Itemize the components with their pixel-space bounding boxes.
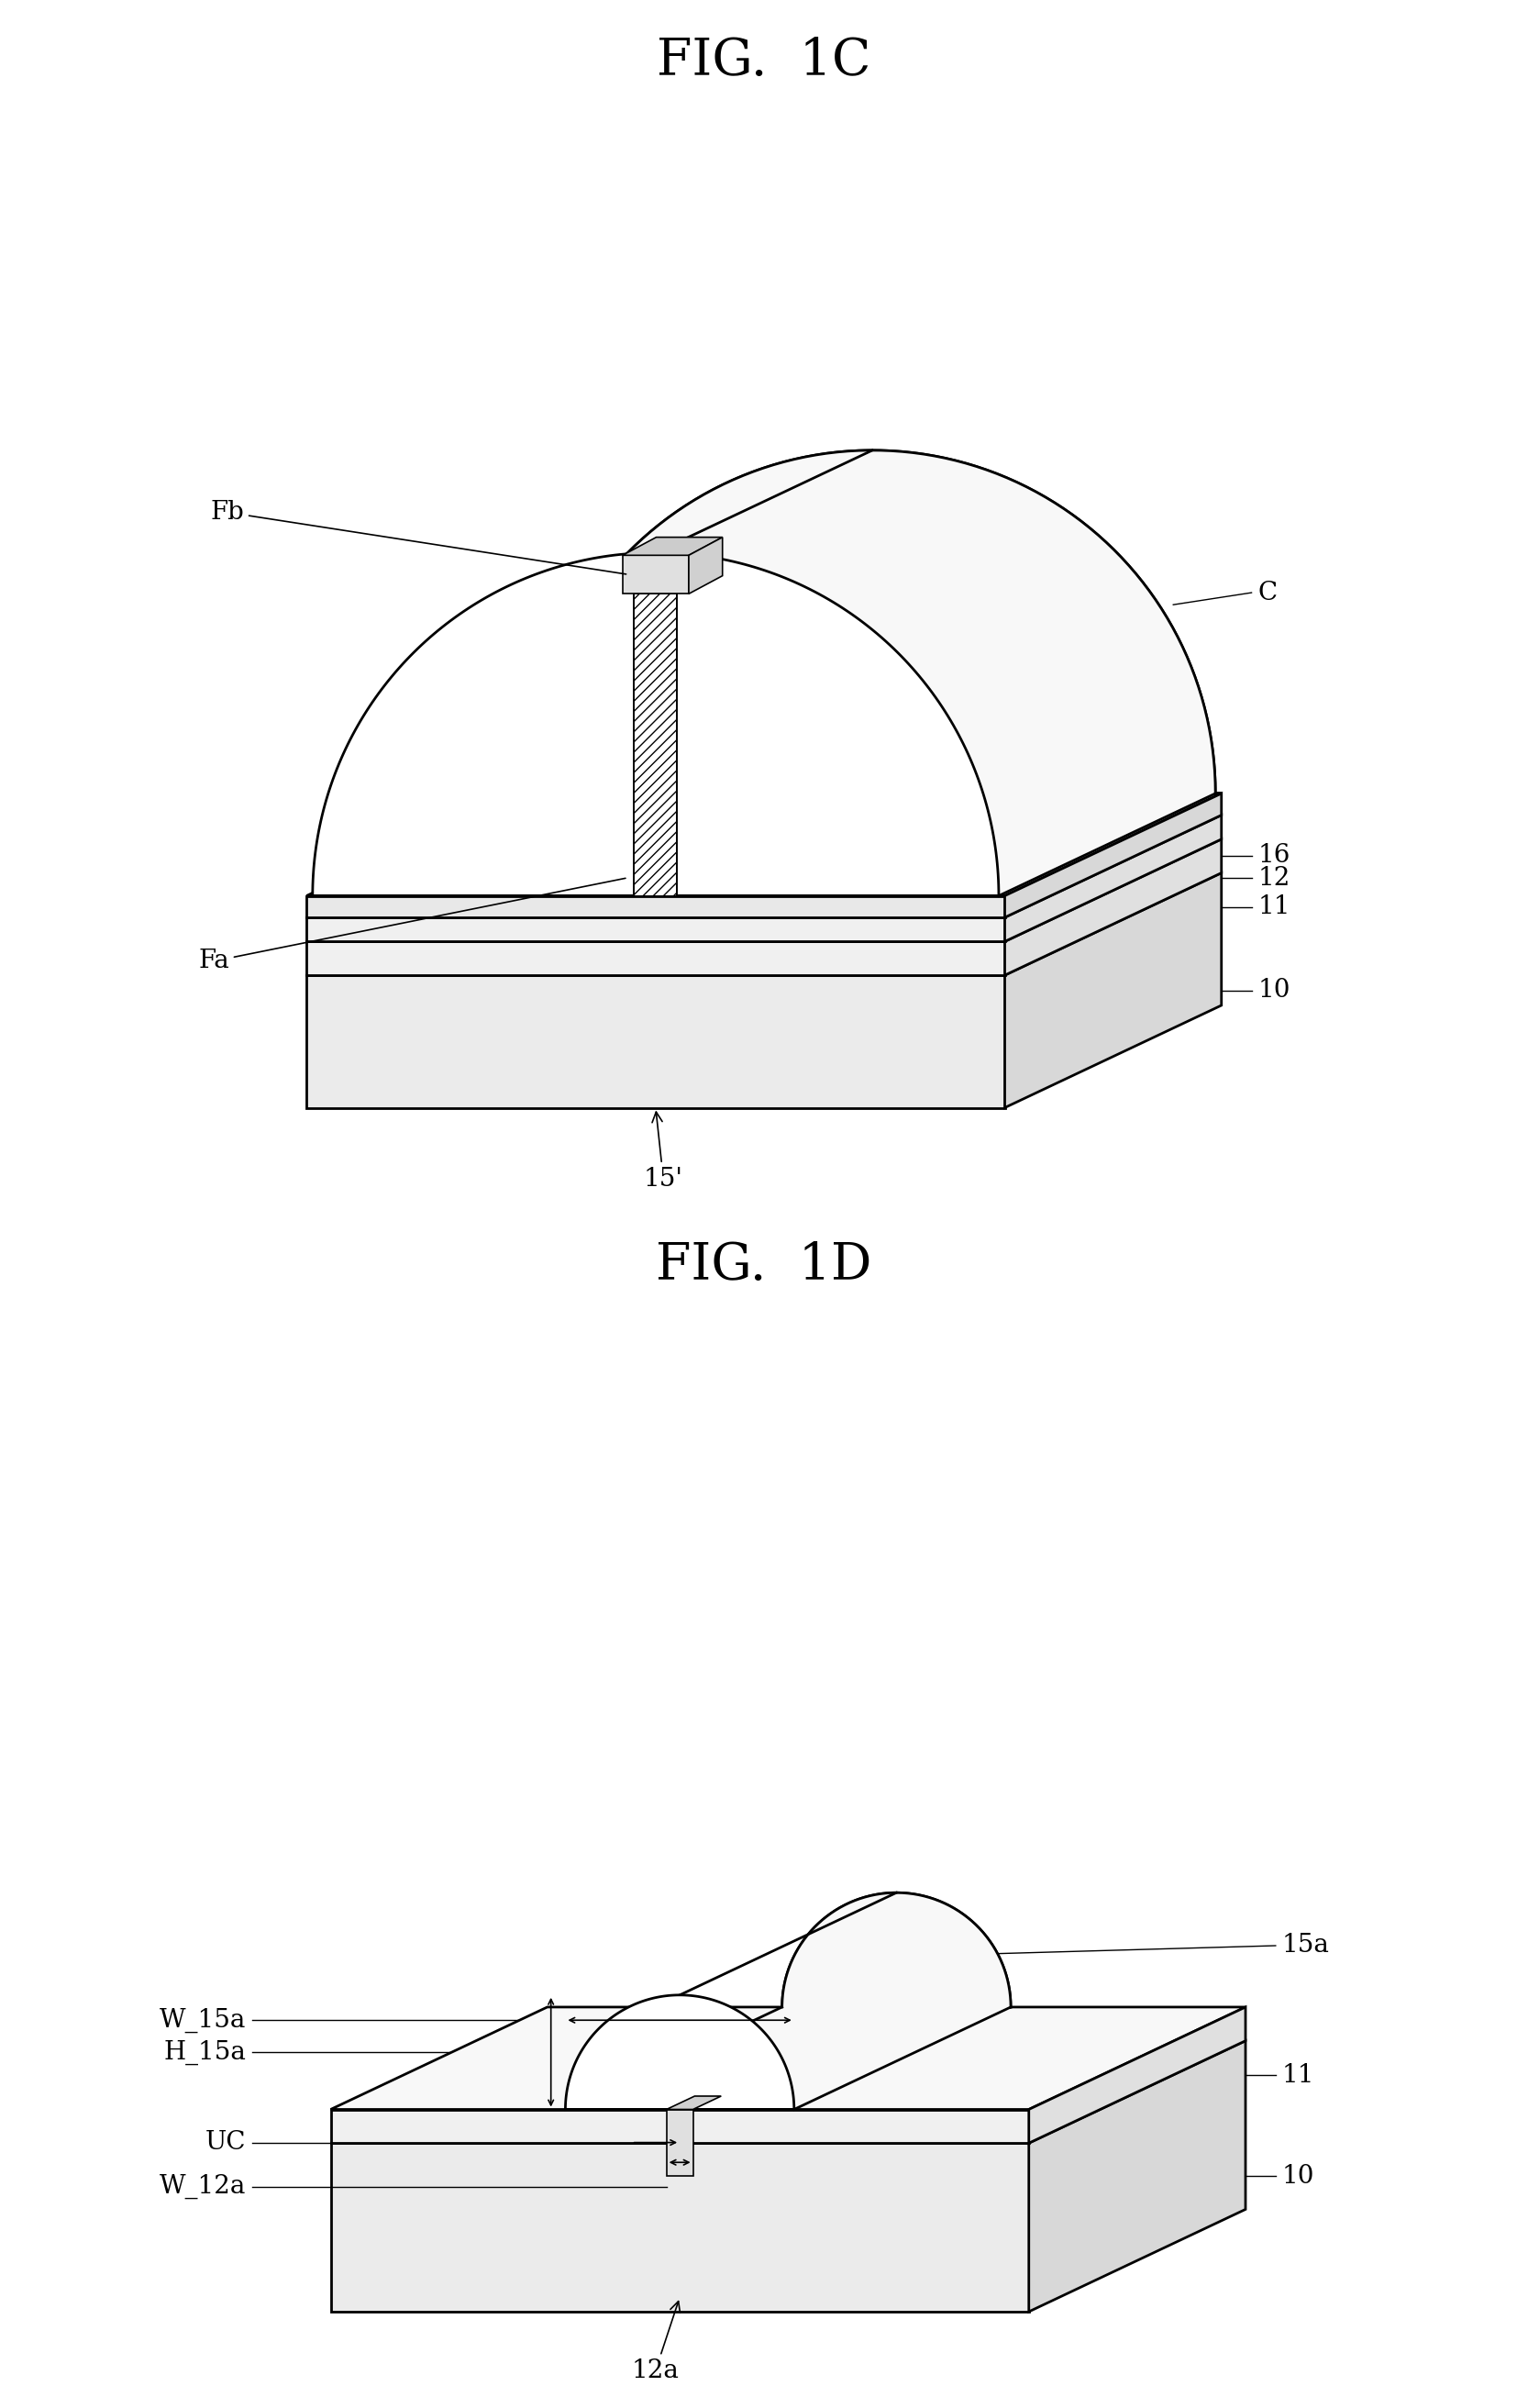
- Text: FIG.  1C: FIG. 1C: [657, 36, 871, 87]
- Polygon shape: [307, 917, 1005, 942]
- Text: H_15a: H_15a: [163, 2040, 246, 2064]
- Polygon shape: [523, 450, 1221, 795]
- Text: Fb: Fb: [211, 501, 626, 573]
- Text: Fa: Fa: [199, 879, 625, 973]
- Polygon shape: [1005, 795, 1221, 917]
- Text: FIG.  1D: FIG. 1D: [656, 1240, 872, 1291]
- Polygon shape: [330, 2006, 1245, 2109]
- Polygon shape: [689, 537, 723, 595]
- Polygon shape: [307, 975, 1005, 1108]
- Text: 12a: 12a: [631, 2302, 680, 2384]
- Text: 11: 11: [1258, 896, 1290, 920]
- Polygon shape: [1028, 2040, 1245, 2312]
- Text: C: C: [1258, 580, 1277, 604]
- Polygon shape: [666, 2095, 721, 2109]
- Polygon shape: [307, 554, 1005, 896]
- Polygon shape: [307, 872, 1221, 975]
- Text: UC: UC: [206, 2131, 246, 2155]
- Polygon shape: [565, 1893, 1012, 2109]
- Polygon shape: [307, 942, 1005, 975]
- Polygon shape: [313, 450, 1215, 896]
- Polygon shape: [1005, 814, 1221, 942]
- Polygon shape: [307, 840, 1221, 942]
- Polygon shape: [1005, 840, 1221, 975]
- Polygon shape: [330, 2040, 1245, 2143]
- Polygon shape: [666, 2109, 694, 2177]
- Polygon shape: [1028, 2006, 1245, 2143]
- Polygon shape: [307, 795, 1221, 896]
- Polygon shape: [622, 537, 723, 556]
- Polygon shape: [782, 1893, 1012, 2006]
- Polygon shape: [622, 556, 689, 595]
- Polygon shape: [330, 2143, 1028, 2312]
- Text: 12: 12: [1258, 867, 1290, 891]
- Text: 10: 10: [1258, 978, 1290, 1002]
- Text: 16: 16: [1258, 843, 1290, 867]
- Text: 15a: 15a: [1282, 1934, 1329, 1958]
- Text: 10: 10: [1282, 2165, 1314, 2189]
- Polygon shape: [565, 1996, 795, 2109]
- Polygon shape: [1005, 872, 1221, 1108]
- Polygon shape: [330, 2109, 1028, 2143]
- Polygon shape: [307, 814, 1221, 917]
- Text: 11: 11: [1282, 2064, 1314, 2088]
- Polygon shape: [307, 896, 1005, 917]
- Polygon shape: [634, 595, 677, 896]
- Text: 15': 15': [643, 1112, 683, 1192]
- Text: W_15a: W_15a: [160, 2008, 246, 2032]
- Text: W_12a: W_12a: [160, 2174, 246, 2199]
